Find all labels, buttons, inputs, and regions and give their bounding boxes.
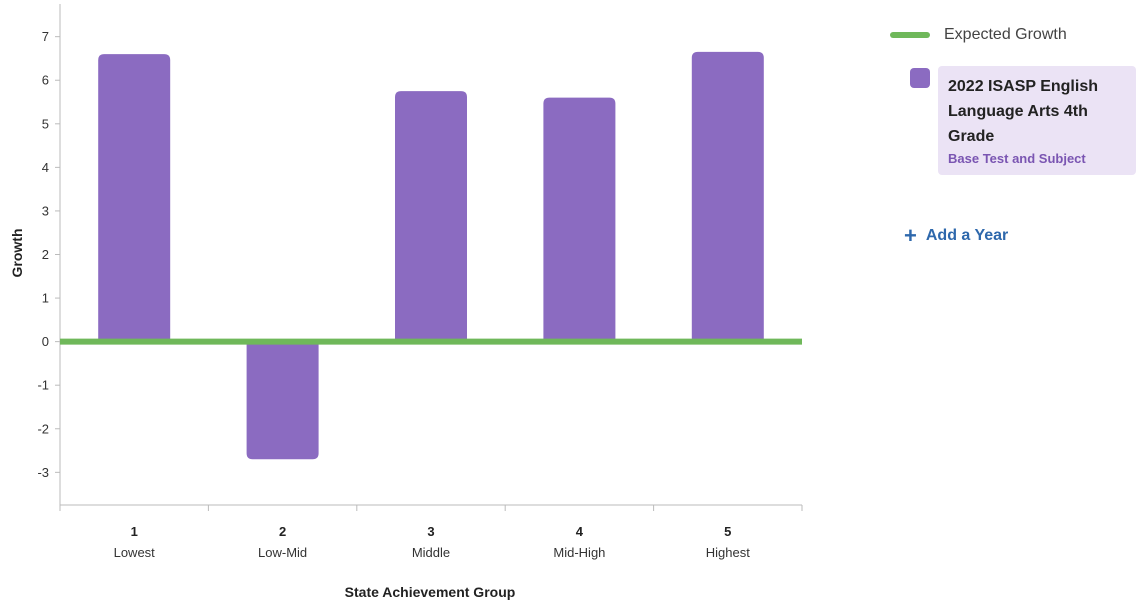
y-axis: -3 -2 -1 0 1 2 3 4 5 6 7 bbox=[37, 4, 61, 505]
y-tick-label: -2 bbox=[37, 421, 49, 436]
plus-icon: + bbox=[904, 223, 917, 248]
y-tick-label: 7 bbox=[42, 29, 49, 44]
legend-item-series[interactable]: 2022 ISASP English Language Arts 4th Gra… bbox=[910, 66, 1144, 175]
series-swatch bbox=[910, 68, 930, 88]
series-subtitle: Base Test and Subject bbox=[948, 151, 1086, 166]
bar-3[interactable] bbox=[395, 91, 467, 342]
bar-4[interactable] bbox=[543, 97, 616, 342]
add-year-label: Add a Year bbox=[925, 227, 1009, 244]
expected-growth-label: Expected Growth bbox=[944, 26, 1067, 43]
bars bbox=[98, 51, 764, 460]
bar-1[interactable] bbox=[98, 54, 171, 342]
bar-5[interactable] bbox=[691, 51, 764, 342]
x-tick-label: 5 bbox=[724, 524, 731, 539]
series-title: 2022 ISASP English Language Arts 4th Gra… bbox=[948, 78, 1098, 145]
y-tick-label: 5 bbox=[42, 116, 49, 131]
x-tick-label: 4 bbox=[576, 524, 584, 539]
y-tick-label: 0 bbox=[42, 334, 49, 349]
expected-growth-swatch bbox=[890, 32, 930, 38]
y-axis-title: Growth bbox=[9, 229, 25, 278]
category-labels: 1 Lowest 2 Low-Mid 3 Middle 4 Mid-High 5 Highest bbox=[114, 524, 751, 560]
growth-chart: -3 -2 -1 0 1 2 3 4 5 6 7 1 Lowest 2 Low-Mid 3 Middle 4 Mi… bbox=[9, 4, 803, 600]
x-tick-label: 2 bbox=[279, 524, 286, 539]
y-tick-label: 6 bbox=[42, 73, 49, 88]
y-tick-label: 3 bbox=[42, 203, 49, 218]
add-year-button[interactable]: + Add a Year bbox=[904, 223, 1009, 248]
legend-item-expected-growth[interactable]: Expected Growth bbox=[890, 26, 1144, 44]
y-tick-label: -3 bbox=[37, 465, 49, 480]
x-tick-label: 3 bbox=[427, 524, 434, 539]
y-tick-label: 1 bbox=[42, 291, 49, 306]
x-category-name: Highest bbox=[706, 545, 750, 560]
x-category-name: Mid-High bbox=[553, 545, 605, 560]
y-tick-label: -1 bbox=[37, 378, 49, 393]
x-category-name: Low-Mid bbox=[258, 545, 307, 560]
y-tick-label: 4 bbox=[42, 160, 49, 175]
legend: Expected Growth 2022 ISASP English Langu… bbox=[890, 26, 1144, 175]
bar-2[interactable] bbox=[246, 341, 319, 460]
x-category-name: Middle bbox=[412, 545, 450, 560]
x-category-name: Lowest bbox=[114, 545, 156, 560]
series-card[interactable]: 2022 ISASP English Language Arts 4th Gra… bbox=[938, 66, 1136, 175]
x-axis-title: State Achievement Group bbox=[345, 584, 516, 600]
y-tick-label: 2 bbox=[42, 247, 49, 262]
x-tick-label: 1 bbox=[131, 524, 138, 539]
x-axis bbox=[59, 504, 803, 511]
